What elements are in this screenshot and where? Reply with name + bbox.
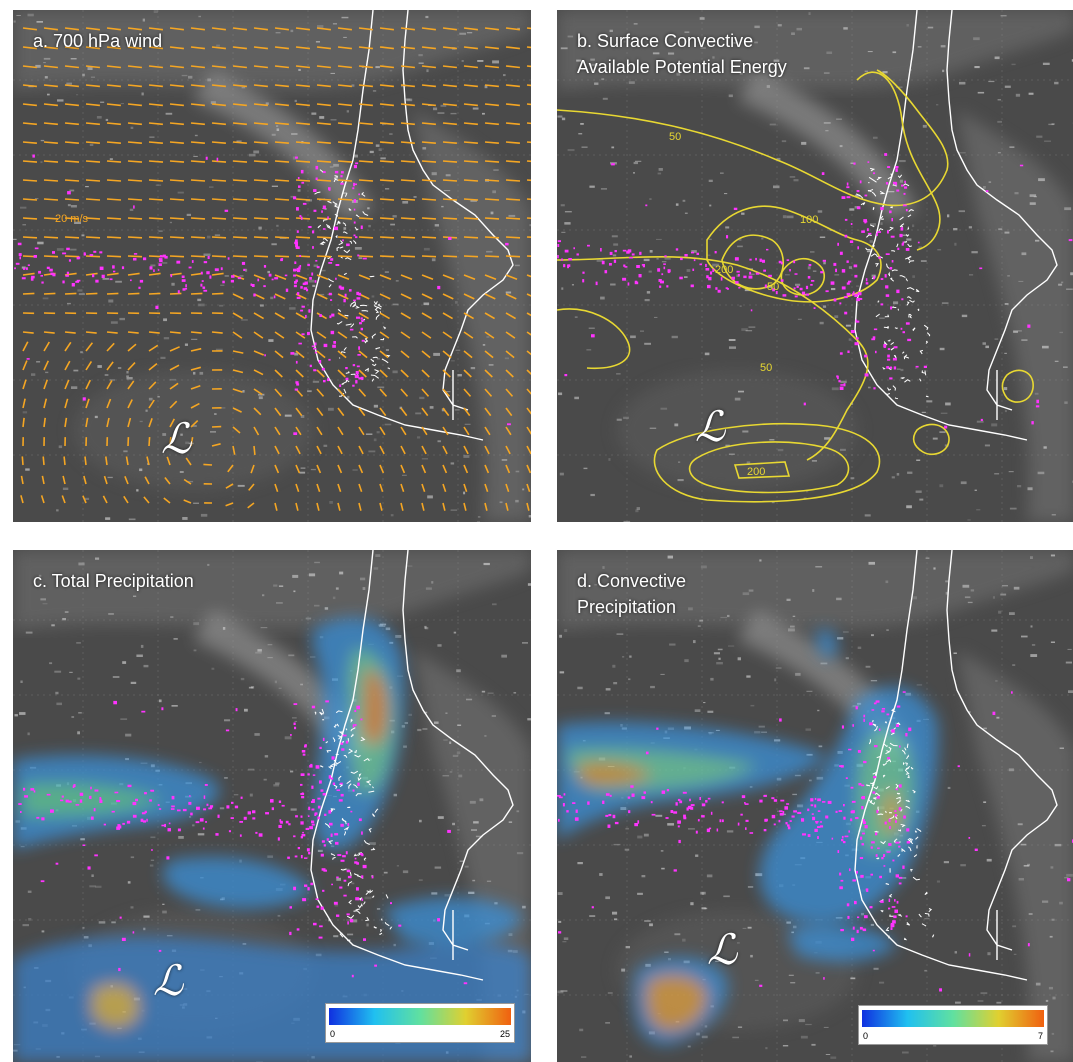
panel-total-precipitation: c. Total Precipitation ℒ 0 25	[13, 550, 531, 1062]
satellite-map: 20 m/s	[13, 10, 531, 522]
satellite-map	[13, 550, 531, 1062]
panel-title: a. 700 hPa wind	[33, 28, 162, 54]
cape-label: 50	[767, 281, 779, 293]
colorbar-min-label: 0	[330, 1029, 335, 1039]
panel-surface-cape: 50 100 200 50 50 200 b. Surface Convecti…	[557, 10, 1073, 522]
cape-label: 50	[760, 362, 772, 374]
satellite-map	[557, 550, 1073, 1062]
low-pressure-marker: ℒ	[161, 414, 191, 463]
panel-title: c. Total Precipitation	[33, 568, 194, 594]
colorbar-max-label: 25	[500, 1029, 510, 1039]
precipitation-colorbar: 0 7	[858, 1005, 1048, 1045]
vector-scale-label: 20 m/s	[55, 213, 89, 225]
precipitation-colorbar: 0 25	[325, 1003, 515, 1043]
satellite-map: 50 100 200 50 50 200	[557, 10, 1073, 522]
panel-title: b. Surface Convective Available Potentia…	[577, 28, 787, 80]
cape-label: 100	[800, 214, 818, 226]
panel-title: d. Convective Precipitation	[577, 568, 686, 620]
colorbar-min-label: 0	[863, 1031, 868, 1041]
colorbar-gradient	[329, 1008, 511, 1025]
panel-convective-precipitation: d. Convective Precipitation ℒ 0 7	[557, 550, 1073, 1062]
cape-label: 200	[715, 264, 733, 276]
colorbar-max-label: 7	[1038, 1031, 1043, 1041]
low-pressure-marker: ℒ	[153, 956, 183, 1005]
cape-label: 50	[669, 131, 681, 143]
cape-label: 200	[747, 466, 765, 478]
colorbar-gradient	[862, 1010, 1044, 1027]
low-pressure-marker: ℒ	[695, 402, 725, 451]
low-pressure-marker: ℒ	[707, 925, 737, 974]
panel-wind-700hpa: 20 m/s a. 700 hPa wind ℒ	[13, 10, 531, 522]
